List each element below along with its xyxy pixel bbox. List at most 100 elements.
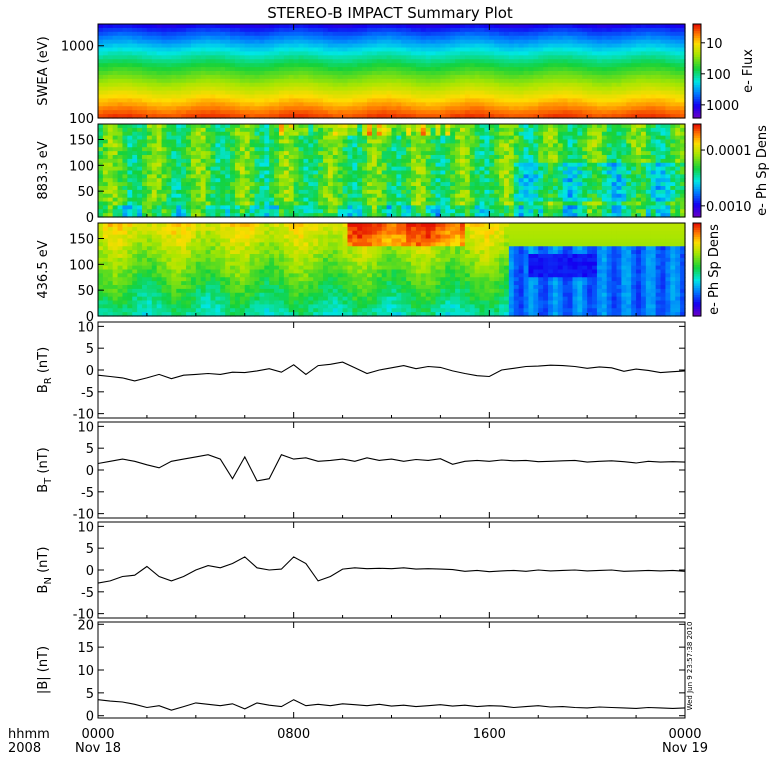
heatmap-cell — [132, 209, 138, 214]
heatmap-cell — [386, 71, 393, 76]
heatmap-cell — [430, 155, 437, 160]
heatmap-cell — [190, 35, 197, 41]
heatmap-cell — [132, 82, 138, 88]
heatmap-cell — [611, 110, 618, 115]
heatmap-cell — [244, 63, 251, 68]
heatmap-cell — [371, 155, 378, 160]
heatmap-cell — [479, 135, 486, 141]
heatmap-cell — [332, 24, 339, 29]
heatmap-cell — [225, 55, 231, 60]
heatmap-cell — [459, 90, 466, 96]
heatmap-cell — [406, 110, 412, 115]
heatmap-cell — [274, 170, 280, 175]
heatmap-cell — [132, 106, 138, 111]
heatmap-cell — [562, 67, 569, 72]
heatmap-cell — [234, 124, 241, 129]
heatmap-cell — [401, 74, 407, 80]
heatmap-cell — [200, 35, 207, 41]
heatmap-cell — [220, 139, 226, 144]
heatmap-cell — [102, 162, 109, 168]
heatmap-cell — [225, 110, 231, 115]
heatmap-cell — [680, 24, 686, 29]
heatmap-cell — [283, 166, 290, 172]
heatmap-cell — [479, 39, 486, 45]
heatmap-cell — [254, 47, 261, 53]
heatmap-cell — [411, 131, 417, 137]
heatmap-cell — [332, 82, 339, 88]
heatmap-cell — [352, 98, 358, 103]
heatmap-cell — [200, 205, 207, 210]
heatmap-cell — [342, 127, 349, 133]
heatmap-cell — [293, 98, 300, 103]
heatmap-cell — [577, 27, 583, 33]
heatmap-cell — [357, 201, 363, 206]
heatmap-cell — [572, 71, 578, 76]
heatmap-cell — [425, 162, 432, 168]
heatmap-cell — [225, 189, 231, 195]
heatmap-cell — [283, 151, 290, 156]
heatmap-cell — [606, 71, 613, 76]
heatmap-cell — [376, 27, 383, 33]
heatmap-cell — [396, 74, 402, 80]
heatmap-cell — [293, 174, 300, 179]
heatmap-cell — [318, 135, 324, 141]
heatmap-cell — [244, 67, 251, 72]
heatmap-cell — [318, 201, 324, 206]
heatmap-cell — [127, 170, 133, 175]
heatmap-cell — [455, 158, 461, 164]
heatmap-cell — [504, 47, 510, 53]
heatmap-cell — [215, 193, 221, 199]
heatmap-cell — [357, 213, 363, 218]
heatmap-cell — [234, 158, 241, 164]
heatmap-cell — [606, 114, 613, 119]
heatmap-cell — [142, 39, 148, 45]
heatmap-cell — [469, 110, 476, 115]
heatmap-cell — [146, 82, 153, 88]
heatmap-cell — [650, 74, 657, 80]
heatmap-cell — [215, 174, 221, 179]
heatmap-cell — [450, 78, 456, 84]
heatmap-cell — [362, 67, 368, 72]
heatmap-cell — [210, 24, 216, 29]
heatmap-cell — [572, 47, 578, 53]
heatmap-cell — [274, 131, 280, 137]
heatmap-cell — [288, 31, 295, 37]
heatmap-cell — [205, 39, 212, 45]
heatmap-cell — [342, 131, 349, 137]
heatmap-cell — [440, 94, 446, 100]
heatmap-cell — [269, 78, 275, 84]
heatmap-cell — [274, 59, 280, 64]
heatmap-cell — [215, 71, 221, 76]
heatmap-cell — [269, 143, 275, 148]
heatmap-cell — [513, 71, 520, 76]
heatmap-cell — [464, 170, 471, 175]
heatmap-cell — [239, 170, 246, 175]
heatmap-cell — [450, 186, 456, 191]
heatmap-cell — [479, 139, 486, 144]
heatmap-cell — [112, 205, 119, 210]
heatmap-cell — [504, 170, 510, 175]
heatmap-cell — [367, 63, 373, 68]
heatmap-cell — [293, 151, 300, 156]
heatmap-cell — [230, 31, 236, 37]
heatmap-cell — [323, 158, 329, 164]
heatmap-cell — [347, 158, 353, 164]
heatmap-cell — [98, 166, 104, 172]
heatmap-cell — [626, 86, 632, 92]
heatmap-cell — [102, 147, 109, 152]
heatmap-cell — [494, 106, 500, 111]
heatmap-cell — [146, 55, 153, 60]
heatmap-cell — [156, 124, 163, 129]
heatmap-cell — [166, 158, 172, 164]
heatmap-cell — [313, 155, 319, 160]
heatmap-cell — [127, 127, 133, 133]
heatmap-cell — [567, 110, 574, 115]
heatmap-cell — [269, 147, 275, 152]
heatmap-cell — [166, 31, 172, 37]
heatmap-cell — [367, 102, 373, 107]
heatmap-cell — [342, 189, 349, 195]
heatmap-cell — [362, 86, 368, 92]
heatmap-cell — [278, 170, 285, 175]
heatmap-cell — [538, 43, 544, 49]
